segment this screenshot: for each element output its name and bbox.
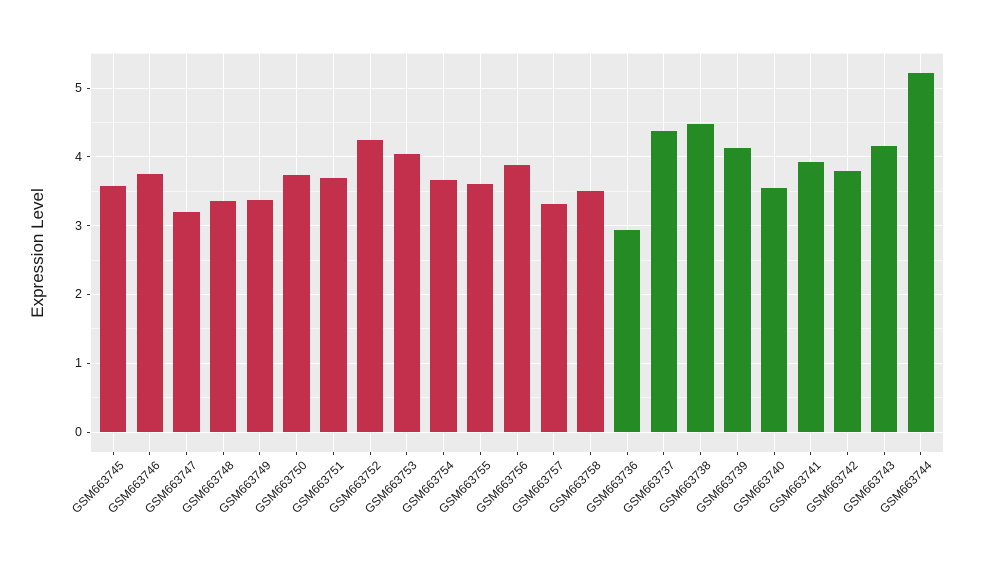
x-tick-mark [700,452,702,455]
bar-GSM663742 [834,170,861,433]
x-tick-mark [259,452,261,455]
bar-GSM663740 [760,187,788,433]
y-axis-title: Expression Level [28,188,47,318]
bar-GSM663754 [430,180,457,433]
x-tick-mark [296,452,298,455]
x-tick-mark [920,452,922,455]
x-tick-mark [222,452,224,455]
bar-GSM663743 [871,145,898,433]
bar-GSM663746 [136,174,163,433]
x-tick-mark [332,452,334,455]
x-tick-mark [810,452,812,455]
bar-GSM663758 [577,191,604,433]
y-tick-label: 1 [75,356,82,370]
x-tick-mark [149,452,151,455]
x-tick-mark [736,452,738,455]
bar-GSM663736 [613,230,641,433]
x-tick-mark [773,452,775,455]
bar-GSM663745 [99,185,127,433]
bar-GSM663755 [467,184,494,433]
x-tick-mark [406,452,408,455]
y-tick-mark [87,225,90,227]
y-tick-mark [87,156,90,158]
x-tick-mark [847,452,849,455]
bar-GSM663739 [724,147,751,433]
y-tick-mark [87,431,90,433]
y-tick-label: 4 [75,149,82,164]
y-tick-label: 5 [75,80,82,95]
bar-GSM663753 [393,154,421,433]
x-tick-mark [663,452,665,455]
bar-GSM663741 [797,161,824,433]
y-tick-mark [87,293,90,295]
y-tick-mark [87,87,90,89]
x-tick-mark [443,452,445,455]
x-tick-mark [589,452,591,455]
bar-GSM663748 [209,200,237,433]
x-tick-mark [479,452,481,455]
bar-GSM663750 [283,175,310,433]
y-tick-label: 2 [75,287,82,302]
x-tick-mark [185,452,187,455]
bar-GSM663744 [907,72,935,433]
bar-GSM663737 [650,130,678,433]
bar-GSM663751 [320,178,347,433]
x-tick-mark [112,452,114,455]
bar-GSM663749 [246,199,274,433]
x-tick-mark [883,452,885,455]
bar-GSM663738 [687,123,714,433]
y-tick-mark [87,362,90,364]
x-tick-mark [516,452,518,455]
y-tick-label: 0 [75,424,82,439]
x-tick-mark [369,452,371,455]
bar-GSM663747 [173,211,200,433]
bar-GSM663756 [503,165,531,433]
y-tick-label: 3 [75,218,82,233]
bar-GSM663752 [356,139,384,433]
x-tick-mark [626,452,628,455]
plot-panel [91,53,943,452]
bar-GSM663757 [540,204,567,433]
x-tick-mark [553,452,555,455]
